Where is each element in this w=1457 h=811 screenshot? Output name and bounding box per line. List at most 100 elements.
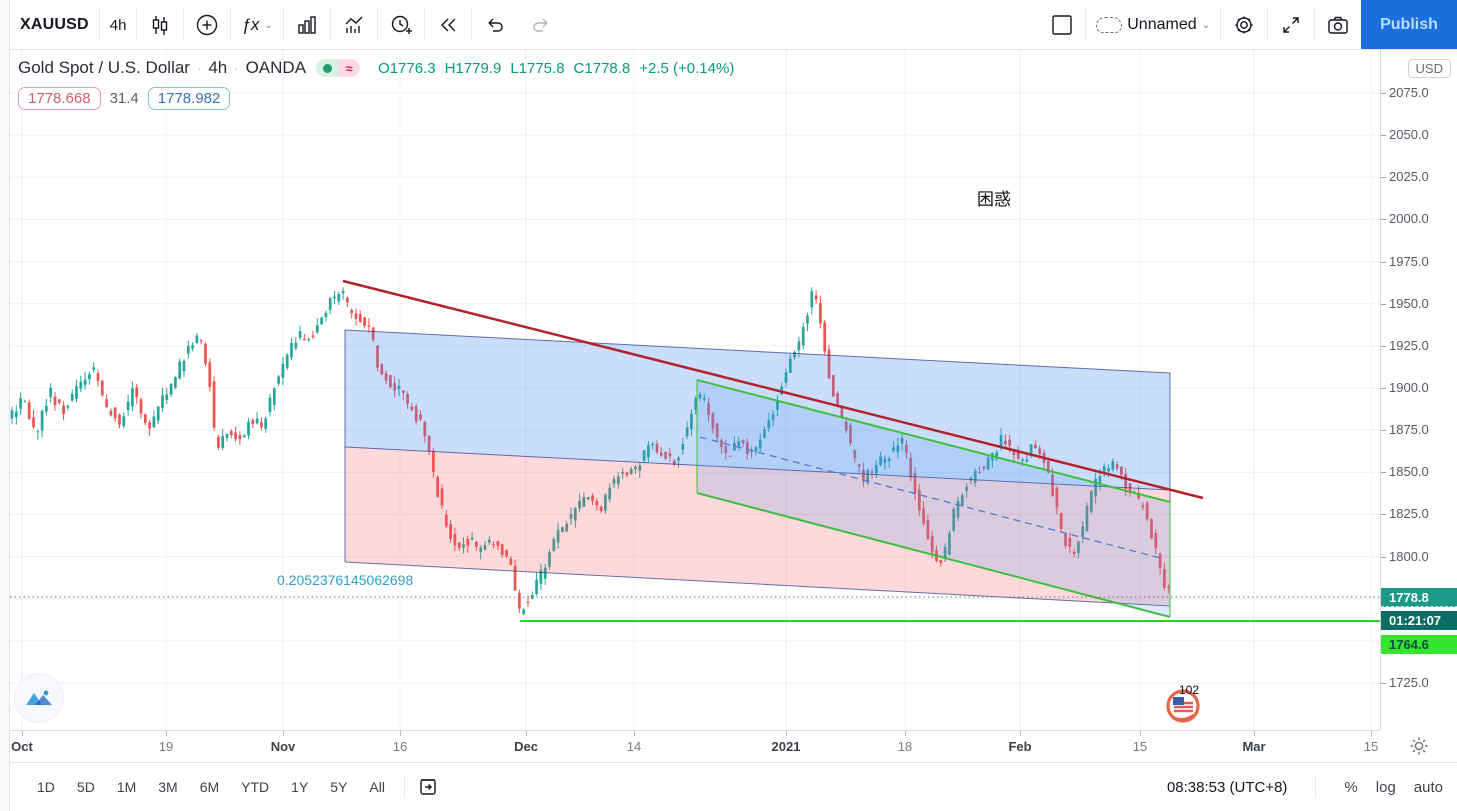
- price-tick-label: 2050.0: [1389, 127, 1429, 143]
- auto-scale-toggle[interactable]: auto: [1413, 778, 1443, 796]
- ohlc-change: +2.5 (+0.14%): [639, 59, 735, 77]
- top-toolbar: XAUUSD 4h ƒx ⌄: [10, 0, 1457, 50]
- channel-upper-fill[interactable]: [345, 330, 1170, 490]
- red-trend-line[interactable]: [342, 279, 1204, 500]
- price-tick-label: 1950.0: [1389, 295, 1429, 311]
- green-channel-top-line[interactable]: [696, 379, 1171, 503]
- time-tick-label: Feb: [1008, 739, 1032, 754]
- replay-button[interactable]: [425, 0, 471, 50]
- time-tick-mark: [400, 731, 401, 736]
- indicators-button[interactable]: ƒx ⌄: [231, 0, 282, 50]
- layout-select-button[interactable]: [1039, 0, 1085, 50]
- currency-badge[interactable]: USD: [1407, 59, 1451, 78]
- price-chart-canvas[interactable]: 困惑 0.2052376145062698 102: [10, 50, 1380, 730]
- price-tick-mark: [1381, 303, 1386, 305]
- range-button-ytd[interactable]: YTD: [241, 779, 270, 795]
- chart-settings-button[interactable]: [1221, 0, 1267, 50]
- green-channel-bottom-line[interactable]: [696, 492, 1171, 618]
- range-button-1y[interactable]: 1Y: [291, 779, 309, 795]
- price-tick-label: 1800.0: [1389, 548, 1429, 564]
- snapshot-button[interactable]: [1315, 0, 1361, 50]
- chevron-down-icon: ⌄: [264, 19, 273, 31]
- undo-button[interactable]: [472, 0, 518, 50]
- event-flag-marker[interactable]: [1166, 689, 1200, 723]
- price-tick-mark: [1381, 388, 1386, 389]
- price-tick-mark: [1381, 261, 1386, 263]
- price-tick-label: 2075.0: [1389, 85, 1429, 100]
- time-tick-mark: [1020, 731, 1021, 736]
- separator-dot: ·: [234, 60, 239, 76]
- green-dot-icon: [322, 63, 332, 73]
- divider: [98, 8, 100, 41]
- watermark-logo[interactable]: [15, 674, 63, 722]
- green-channel-midline-dashed[interactable]: [699, 436, 1161, 559]
- indicator-templates-button[interactable]: [284, 0, 330, 50]
- interval-button[interactable]: 4h: [100, 0, 137, 50]
- market-status-pill[interactable]: ≈: [316, 59, 361, 77]
- range-button-1m[interactable]: 1M: [116, 779, 137, 795]
- template-chart-icon: [294, 12, 320, 38]
- time-axis[interactable]: Oct 19 Nov 16 Dec 14 2021 18 Feb 15 Mar 15: [10, 730, 1380, 762]
- log-scale-toggle[interactable]: log: [1375, 778, 1396, 796]
- price-tick-mark: [1381, 430, 1386, 432]
- channel-lower-fill[interactable]: [345, 447, 1170, 606]
- redo-button[interactable]: [518, 0, 564, 50]
- goto-date-button[interactable]: [415, 774, 441, 800]
- ohlc-open: O1776.3: [378, 59, 436, 77]
- forecast-button[interactable]: [331, 0, 377, 50]
- publish-button[interactable]: Publish: [1361, 0, 1457, 49]
- clock-timezone[interactable]: 08:38:53 (UTC+8): [1166, 778, 1288, 796]
- last-price-label: 1778.8: [1381, 588, 1457, 607]
- price-tick-mark: [1381, 345, 1386, 347]
- price-tick-mark: [1381, 683, 1386, 684]
- fib-retracement-value[interactable]: 0.2052376145062698: [277, 572, 413, 588]
- chart-pane[interactable]: 困惑 0.2052376145062698 102 Gold Spot / U.S.…: [10, 50, 1380, 730]
- alert-price-box[interactable]: 1778.668: [18, 87, 101, 110]
- replay-icon: [435, 12, 461, 38]
- divider: [1085, 8, 1087, 41]
- chart-style-button[interactable]: [137, 0, 183, 50]
- collapsed-drawing-toolbar[interactable]: [0, 0, 10, 811]
- legend-title-row[interactable]: Gold Spot / U.S. Dollar · 4h · OANDA ≈ O…: [18, 58, 734, 78]
- theme-sun-icon[interactable]: [1409, 736, 1429, 756]
- chevron-down-icon: ⌄: [1201, 19, 1210, 31]
- snapshot-camera-icon: [1325, 12, 1351, 38]
- compare-button[interactable]: [184, 0, 230, 50]
- save-layout-button[interactable]: Unnamed ⌄: [1086, 0, 1220, 50]
- legend-values-row: 1778.668 31.4 1778.982: [18, 87, 734, 110]
- fullscreen-button[interactable]: [1268, 0, 1314, 50]
- price-tick-mark: [1381, 556, 1386, 558]
- range-button-5y[interactable]: 5Y: [330, 779, 348, 795]
- time-tick-label: 16: [392, 739, 408, 754]
- divider: [1315, 776, 1317, 798]
- range-button-6m[interactable]: 6M: [199, 779, 220, 795]
- order-price-box[interactable]: 1778.982: [147, 87, 231, 110]
- time-tick-mark: [1140, 731, 1141, 736]
- time-tick-label: Nov: [270, 739, 296, 754]
- alert-button[interactable]: [378, 0, 424, 50]
- ohlc-readout: O1776.3 H1779.9 L1775.8 C1778.8 +2.5 (+0…: [378, 60, 734, 77]
- interval-label: 4h: [109, 16, 127, 34]
- range-button-all[interactable]: All: [369, 779, 385, 795]
- range-button-5d[interactable]: 5D: [76, 779, 95, 795]
- range-button-1d[interactable]: 1D: [37, 779, 55, 795]
- publish-label: Publish: [1380, 15, 1438, 33]
- gridlines: [10, 50, 1380, 730]
- price-tick-mark: [1381, 93, 1386, 94]
- bar-countdown-label: 01:21:07: [1381, 611, 1457, 630]
- price-axis[interactable]: USD 2075.0 2050.0 2025.0 2000.0 1975.0 1950.0…: [1380, 50, 1457, 730]
- price-tick-label: 1975.0: [1389, 253, 1429, 269]
- price-tick-label: 1900.0: [1389, 380, 1429, 395]
- bottom-toolbar-right: 08:38:53 (UTC+8) % log auto: [1167, 776, 1457, 798]
- range-button-3m[interactable]: 3M: [158, 779, 178, 795]
- date-range-buttons: 1D 5D 1M 3M 6M YTD 1Y 5Y All: [10, 774, 394, 800]
- percent-scale-toggle[interactable]: %: [1344, 778, 1358, 796]
- alert-clock-icon: [388, 12, 414, 38]
- alert-line-price-label: 1764.6: [1381, 635, 1457, 654]
- note-text-annotation[interactable]: 困惑: [977, 190, 1011, 209]
- symbol-button[interactable]: XAUUSD: [10, 0, 99, 50]
- time-tick-mark: [634, 731, 635, 736]
- redo-icon: [528, 12, 554, 38]
- price-tick-label: 1875.0: [1389, 422, 1429, 438]
